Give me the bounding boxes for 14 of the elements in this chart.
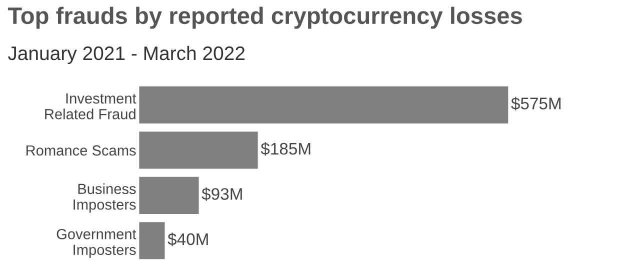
bar bbox=[139, 86, 508, 124]
bar bbox=[139, 132, 258, 169]
y-tick-label: Business Imposters bbox=[74, 183, 136, 213]
bar bbox=[139, 222, 165, 260]
chart-title: Top frauds by reported cryptocurrency losses bbox=[8, 6, 522, 29]
data-label: $40M bbox=[168, 232, 208, 246]
data-label: $575M bbox=[511, 96, 561, 110]
bar bbox=[139, 176, 199, 214]
data-label: $185M bbox=[260, 142, 310, 156]
data-label: $93M bbox=[202, 187, 242, 201]
y-tick-label: Government Imposters bbox=[56, 228, 136, 258]
y-tick-label: Investment Related Fraud bbox=[45, 93, 136, 120]
chart-subtitle: January 2021 - March 2022 bbox=[8, 46, 245, 64]
y-tick-label: Romance Scams bbox=[26, 145, 136, 156]
